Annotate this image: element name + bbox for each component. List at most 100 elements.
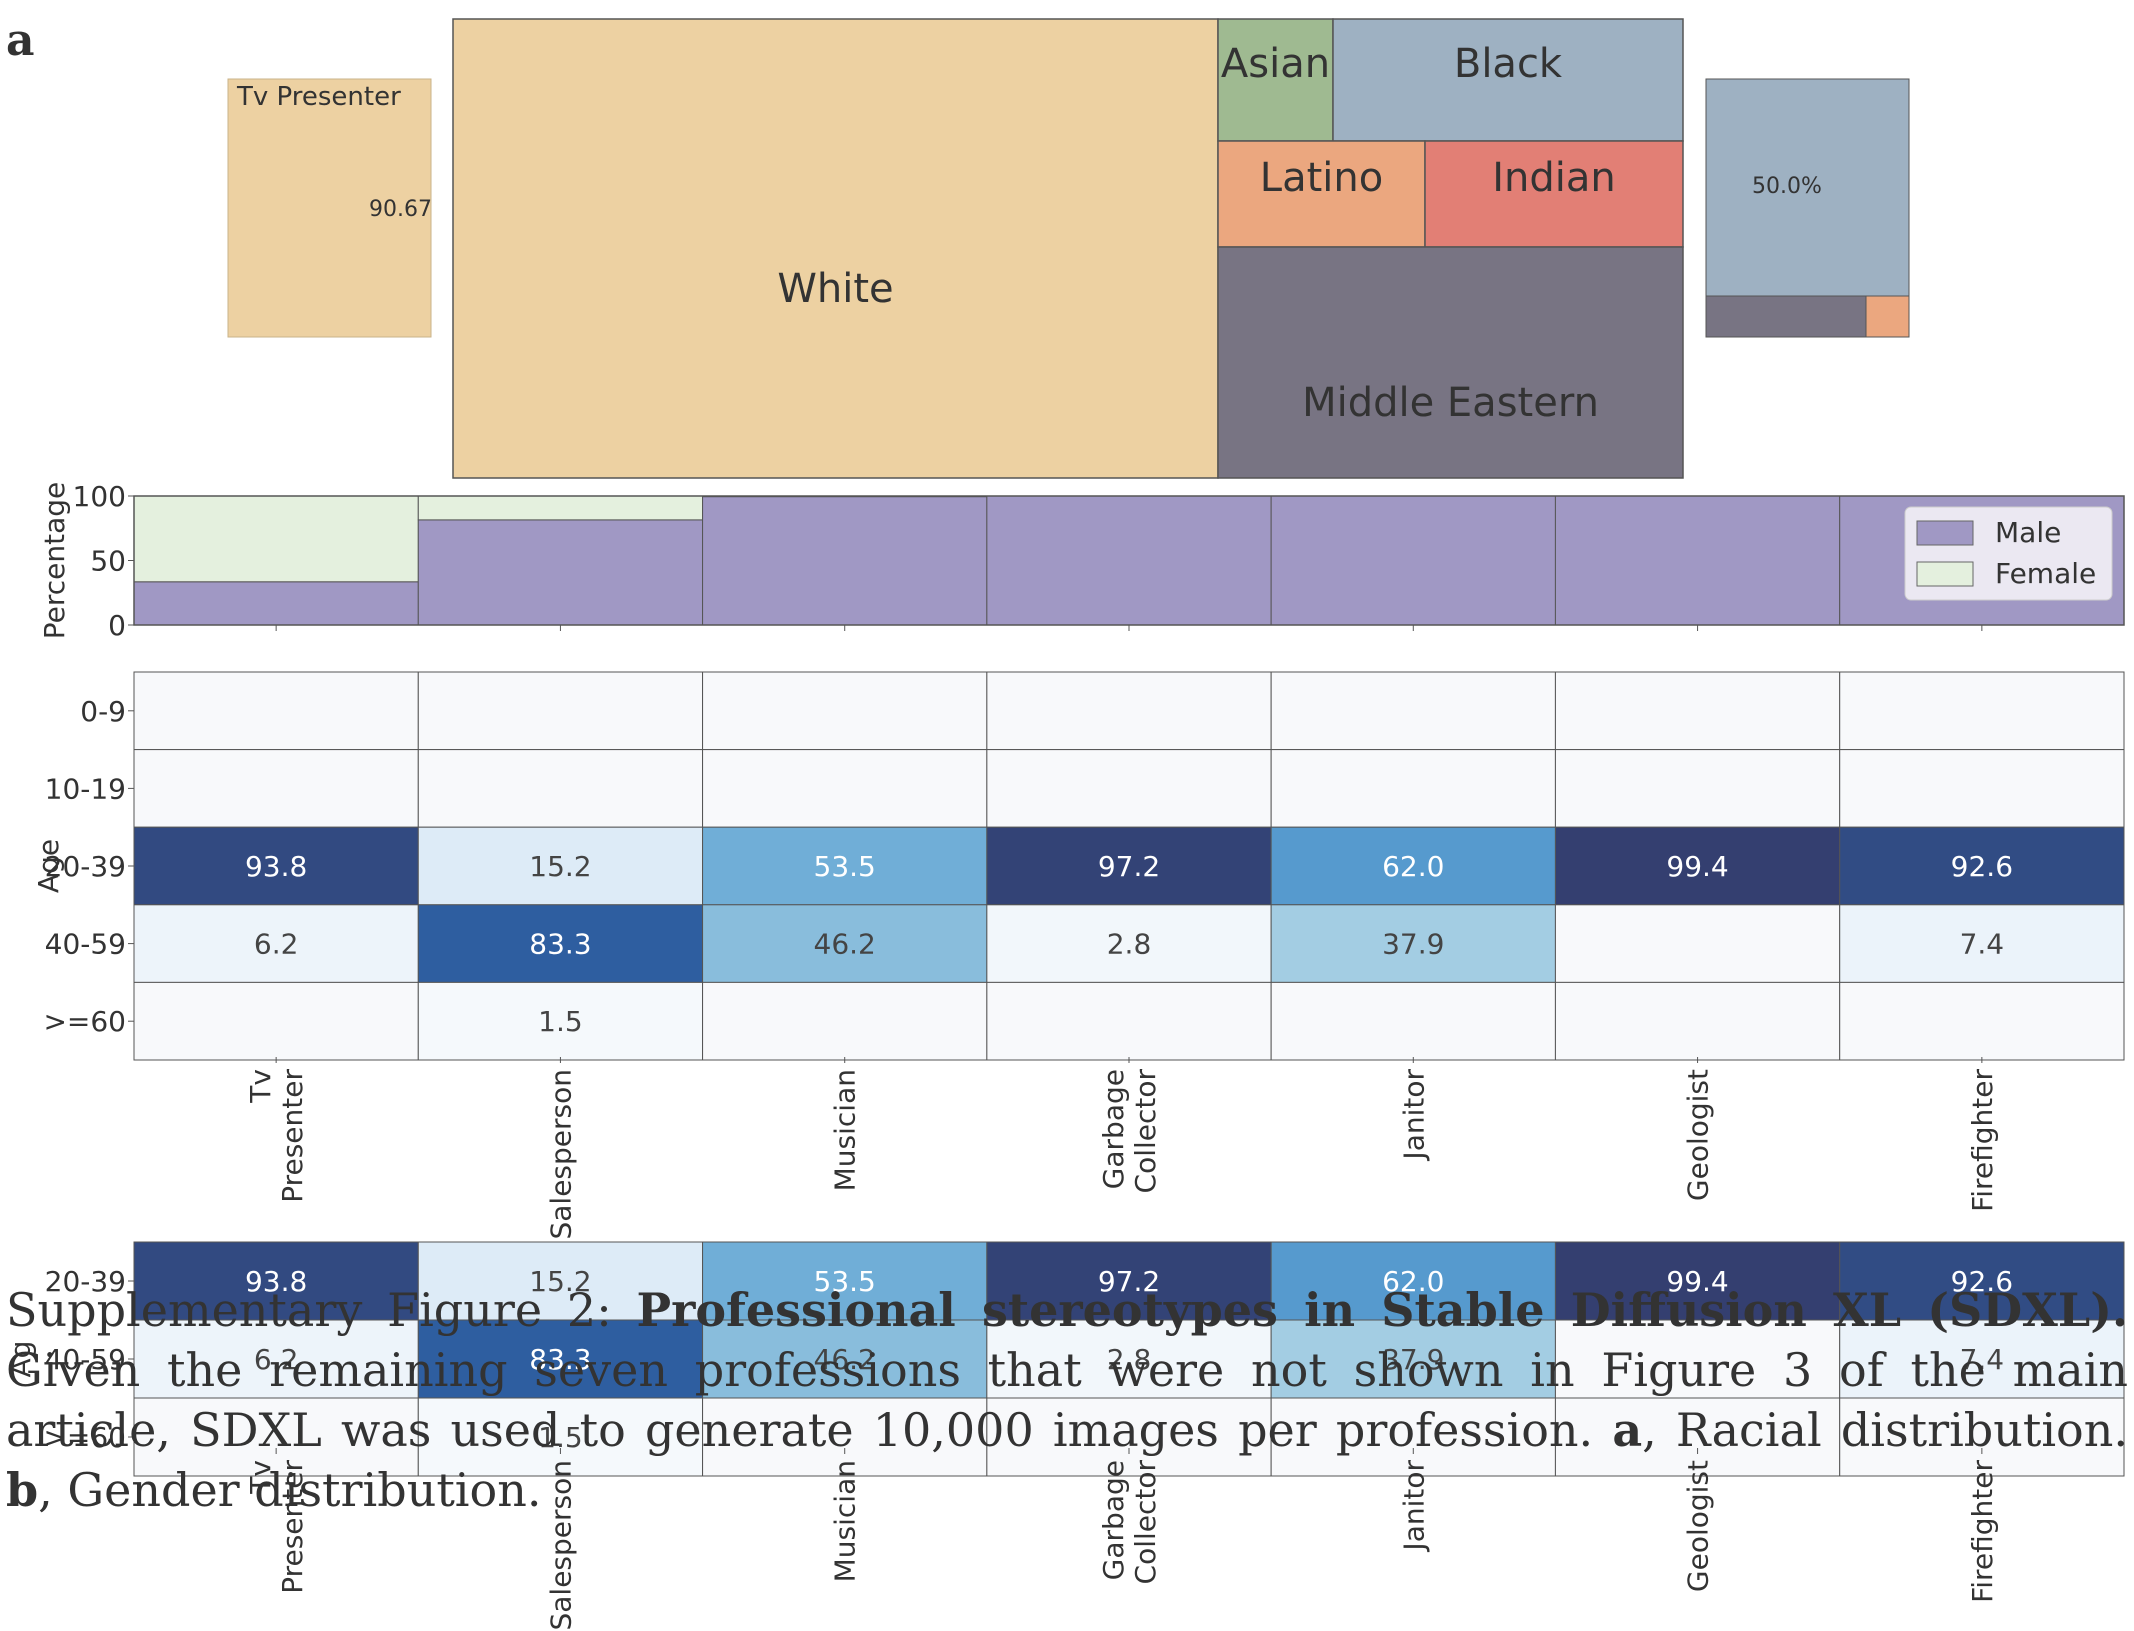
- gender-bar-male-janitor: [1270, 495, 1556, 626]
- heatmap-cell-40-59-firefighter: [1839, 1319, 2125, 1399]
- heatmap-row-label-60: >=60: [43, 1005, 126, 1038]
- heatmap-y-axis-label: Ag: [4, 1341, 37, 1378]
- heatmap-value-label: 99.4: [1666, 850, 1728, 883]
- figure-caption: Supplementary Figure 2: Professional ste…: [6, 1280, 2128, 1520]
- heatmap-cell-20-39-janitor: [1270, 1241, 1556, 1321]
- heatmap-value-label: 99.4: [1666, 1265, 1728, 1298]
- treemap-mini-tile-bottom: [1705, 295, 1867, 338]
- heatmap-value-label: 62.0: [1382, 1265, 1444, 1298]
- heatmap-cell-0-9-garbage-collector: [986, 671, 1272, 751]
- heatmap-value-label: 92.6: [1951, 1265, 2013, 1298]
- heatmap-cell-60-musician: [702, 981, 988, 1061]
- gender-bar-female-salesperson: [417, 495, 704, 521]
- heatmap-cell-20-39-salesperson: [417, 826, 704, 906]
- caption-body: Given the remaining seven professions th…: [6, 1343, 2128, 1457]
- treemap-mini-tile-corner: [1865, 295, 1910, 338]
- gender-legend: Male Female: [1904, 506, 2113, 601]
- caption-a-text: , Racial distribution.: [1642, 1403, 2128, 1457]
- heatmap-value-label: 62.0: [1382, 850, 1444, 883]
- treemap-tv-tile: [227, 78, 432, 338]
- heatmap-value-label: 6.2: [254, 928, 299, 961]
- heatmap-cell-40-59-musician: [702, 1319, 988, 1399]
- treemap-tile-white: [452, 18, 1219, 479]
- treemap-mini-value: 50.0%: [1752, 174, 1822, 199]
- heatmap-col-label-geologist: Geologist: [1682, 1069, 1715, 1201]
- heatmap-value-label: 83.3: [529, 1343, 591, 1376]
- age-heatmap-overlap: 93.8 15.2 53.5 97.2 62.0 99.4 92.6 20-39 6.2 83.3…: [4, 1241, 2125, 1631]
- heatmap-col-label-garbage-collector: GarbageCollector: [1097, 1460, 1162, 1585]
- race-treemap-tv-presenter: Tv Presenter 90.67: [227, 78, 432, 338]
- treemap-label-latino: Latino: [1260, 155, 1383, 201]
- gender-bar-male-salesperson: [417, 519, 704, 626]
- treemap-label-indian: Indian: [1492, 155, 1616, 201]
- gender-bar-male-geologist: [1554, 495, 1841, 626]
- heatmap-y-axis-label: Age: [32, 839, 65, 893]
- heatmap-value-label: 46.2: [814, 928, 876, 961]
- caption-b-text: , Gender distribution.: [38, 1463, 542, 1517]
- age-heatmap: 0-9 10-19 93.8 15.2 53.5 97.2 62.0 99.4 92.6 20-3…: [32, 671, 2125, 1240]
- heatmap-cell-10-19-tv-presenter: [133, 749, 419, 828]
- panel-label-a: a: [6, 15, 35, 66]
- heatmap-cell-40-59-geologist: [1554, 904, 1841, 983]
- treemap-label-black: Black: [1454, 41, 1563, 87]
- heatmap-cell-60-garbage-collector: [986, 981, 1272, 1061]
- treemap-tv-title: Tv Presenter: [236, 82, 401, 112]
- gender-y-axis-label: Percentage: [38, 482, 71, 640]
- heatmap-col-label-janitor: Janitor: [1397, 1069, 1430, 1162]
- heatmap-value-label: 93.8: [245, 850, 307, 883]
- heatmap-cell-20-39-geologist: [1554, 1241, 1841, 1321]
- heatmap-cell-20-39-musician: [702, 1241, 988, 1321]
- gender-bar-male-tv-presenter: [133, 581, 419, 626]
- caption-title: Professional stereotypes in Stable Diffu…: [636, 1283, 2128, 1337]
- heatmap-value-label: 37.9: [1382, 928, 1444, 961]
- heatmap-col-label-musician: Musician: [829, 1460, 862, 1582]
- heatmap-cell-0-9-salesperson: [417, 671, 704, 751]
- heatmap-row-label-40-59: 40-59: [45, 928, 126, 961]
- treemap-mini-tile-main: [1705, 78, 1910, 297]
- heatmap-row-label-20-39: 20-39: [45, 1265, 126, 1298]
- heatmap-cell-20-39-geologist: [1554, 826, 1841, 906]
- heatmap-value-label: 7.4: [1960, 1343, 2005, 1376]
- gender-bar-female-tv-presenter: [133, 495, 419, 583]
- heatmap-col-label-geologist: Geologist: [1682, 1460, 1715, 1592]
- heatmap-value-label: 7.4: [1960, 928, 2005, 961]
- legend-label-female: Female: [1995, 557, 2096, 590]
- race-treemap: White Asian Black Latino Indian Middle Easter…: [452, 18, 1684, 479]
- gender-bar-male-garbage-collector: [986, 495, 1272, 626]
- heatmap-cell-40-59-janitor: [1270, 904, 1556, 983]
- heatmap-col-label-salesperson: Salesperson: [544, 1460, 577, 1631]
- heatmap-col-label-firefighter: Firefighter: [1966, 1460, 1999, 1603]
- treemap-tile-middle-eastern: [1217, 246, 1684, 479]
- heatmap-cell-60-musician: [702, 1397, 988, 1477]
- heatmap-value-label: 37.9: [1382, 1343, 1444, 1376]
- heatmap-cell-40-59-musician: [702, 904, 988, 983]
- caption-a-label: a: [1612, 1403, 1643, 1457]
- heatmap-cell-0-9-firefighter: [1839, 671, 2125, 751]
- heatmap-cell-60-garbage-collector: [986, 1397, 1272, 1477]
- caption-prefix: Supplementary Figure 2:: [6, 1283, 637, 1337]
- heatmap-cell-60-salesperson: [417, 1397, 704, 1477]
- heatmap-cell-20-39-garbage-collector: [986, 826, 1272, 906]
- heatmap-value-label: 1.5: [538, 1005, 583, 1038]
- heatmap-value-label: 97.2: [1098, 1265, 1160, 1298]
- treemap-label-middle-eastern: Middle Eastern: [1302, 380, 1599, 426]
- heatmap-row-label-10-19: 10-19: [45, 772, 126, 805]
- heatmap-cell-60-janitor: [1270, 981, 1556, 1061]
- heatmap-value-label: 2.8: [1107, 928, 1152, 961]
- race-treemap-mini: 50.0%: [1705, 78, 1910, 338]
- legend-swatch-female: [1916, 561, 1974, 587]
- heatmap-cell-10-19-salesperson: [417, 749, 704, 828]
- heatmap-row-label-60: >=60: [43, 1421, 126, 1454]
- heatmap-cell-60-tv-presenter: [133, 1397, 419, 1477]
- heatmap-cell-40-59-salesperson: [417, 1319, 704, 1399]
- heatmap-cell-10-19-geologist: [1554, 749, 1841, 828]
- heatmap-col-label-tv-presenter: TvPresenter: [244, 1460, 309, 1594]
- heatmap-value-label: 93.8: [245, 1265, 307, 1298]
- treemap-tile-latino: [1217, 140, 1426, 248]
- heatmap-cell-40-59-garbage-collector: [986, 1319, 1272, 1399]
- heatmap-col-label-salesperson: Salesperson: [544, 1069, 577, 1240]
- heatmap-value-label: 83.3: [529, 928, 591, 961]
- heatmap-row-label-20-39: 20-39: [45, 850, 126, 883]
- heatmap-cell-20-39-musician: [702, 826, 988, 906]
- heatmap-value-label: 53.5: [814, 850, 876, 883]
